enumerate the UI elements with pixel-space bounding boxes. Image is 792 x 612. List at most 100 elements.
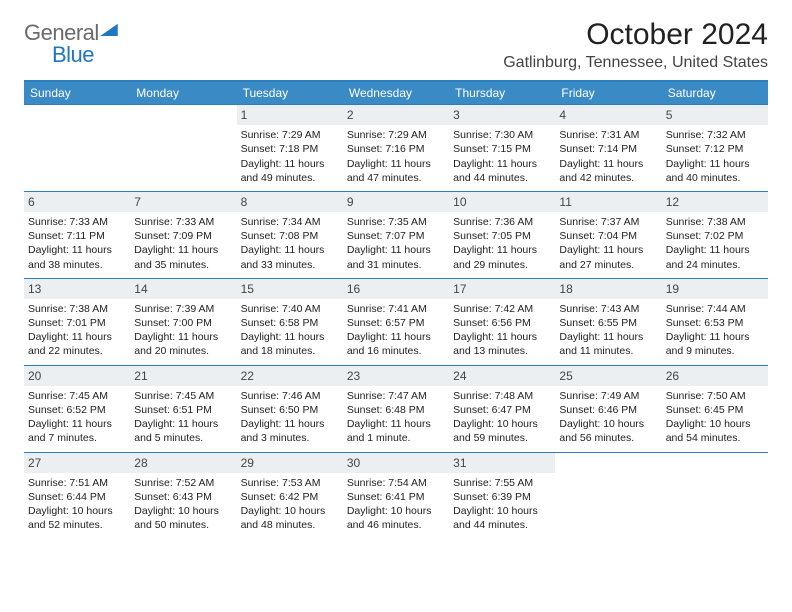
sunrise-text: Sunrise: 7:34 AM	[241, 215, 339, 229]
day-number: 6	[24, 192, 130, 212]
daylight-text: Daylight: 11 hours and 40 minutes.	[666, 157, 764, 185]
daylight-text: Daylight: 11 hours and 35 minutes.	[134, 243, 232, 271]
daylight-text: Daylight: 10 hours and 56 minutes.	[559, 417, 657, 445]
sunrise-text: Sunrise: 7:40 AM	[241, 302, 339, 316]
sunrise-text: Sunrise: 7:39 AM	[134, 302, 232, 316]
sunrise-text: Sunrise: 7:35 AM	[347, 215, 445, 229]
daylight-text: Daylight: 11 hours and 38 minutes.	[28, 243, 126, 271]
sunrise-text: Sunrise: 7:38 AM	[28, 302, 126, 316]
sunset-text: Sunset: 6:48 PM	[347, 403, 445, 417]
day-number: 17	[449, 279, 555, 299]
sunset-text: Sunset: 6:43 PM	[134, 490, 232, 504]
sunset-text: Sunset: 6:51 PM	[134, 403, 232, 417]
sunset-text: Sunset: 6:57 PM	[347, 316, 445, 330]
sunset-text: Sunset: 6:55 PM	[559, 316, 657, 330]
daylight-text: Daylight: 11 hours and 5 minutes.	[134, 417, 232, 445]
sunrise-text: Sunrise: 7:45 AM	[28, 389, 126, 403]
day-number: 11	[555, 192, 661, 212]
day-number: 8	[237, 192, 343, 212]
day-cell: 19Sunrise: 7:44 AMSunset: 6:53 PMDayligh…	[662, 278, 768, 365]
sunset-text: Sunset: 6:41 PM	[347, 490, 445, 504]
sunrise-text: Sunrise: 7:44 AM	[666, 302, 764, 316]
empty-cell	[662, 452, 768, 539]
day-cell: 18Sunrise: 7:43 AMSunset: 6:55 PMDayligh…	[555, 278, 661, 365]
day-number: 24	[449, 366, 555, 386]
day-cell: 26Sunrise: 7:50 AMSunset: 6:45 PMDayligh…	[662, 365, 768, 452]
day-cell: 20Sunrise: 7:45 AMSunset: 6:52 PMDayligh…	[24, 365, 130, 452]
day-number: 18	[555, 279, 661, 299]
day-cell: 11 Sunrise: 7:37 AMSunset: 7:04 PMDayligh…	[555, 191, 661, 278]
day-number: 22	[237, 366, 343, 386]
daylight-text: Daylight: 11 hours and 3 minutes.	[241, 417, 339, 445]
sunset-text: Sunset: 7:02 PM	[666, 229, 764, 243]
sunrise-text: Sunrise: 7:37 AM	[559, 215, 657, 229]
daylight-text: Daylight: 10 hours and 50 minutes.	[134, 504, 232, 532]
day-cell: 24Sunrise: 7:48 AMSunset: 6:47 PMDayligh…	[449, 365, 555, 452]
sunset-text: Sunset: 6:52 PM	[28, 403, 126, 417]
day-number: 5	[662, 105, 768, 125]
sunset-text: Sunset: 7:12 PM	[666, 142, 764, 156]
sunrise-text: Sunrise: 7:45 AM	[134, 389, 232, 403]
day-cell: 22 Sunrise: 7:46 AMSunset: 6:50 PMDayligh…	[237, 365, 343, 452]
day-number: 31	[449, 453, 555, 473]
day-header: Monday	[130, 82, 236, 104]
sunrise-text: Sunrise: 7:42 AM	[453, 302, 551, 316]
empty-cell	[555, 452, 661, 539]
day-cell: 6Sunrise: 7:33 AMSunset: 7:11 PMDaylight…	[24, 191, 130, 278]
empty-cell	[130, 104, 236, 191]
daylight-text: Daylight: 11 hours and 47 minutes.	[347, 157, 445, 185]
daylight-text: Daylight: 11 hours and 44 minutes.	[453, 157, 551, 185]
day-number: 21	[130, 366, 236, 386]
sunset-text: Sunset: 7:04 PM	[559, 229, 657, 243]
sunset-text: Sunset: 7:09 PM	[134, 229, 232, 243]
day-cell: 1Sunrise: 7:29 AMSunset: 7:18 PMDaylight…	[237, 104, 343, 191]
day-cell: 27Sunrise: 7:51 AMSunset: 6:44 PMDayligh…	[24, 452, 130, 539]
location: Gatlinburg, Tennessee, United States	[503, 54, 768, 72]
day-cell: 29Sunrise: 7:53 AMSunset: 6:42 PMDayligh…	[237, 452, 343, 539]
day-header: Saturday	[662, 82, 768, 104]
day-cell: 5Sunrise: 7:32 AMSunset: 7:12 PMDaylight…	[662, 104, 768, 191]
day-cell: 14Sunrise: 7:39 AMSunset: 7:00 PMDayligh…	[130, 278, 236, 365]
daylight-text: Daylight: 10 hours and 46 minutes.	[347, 504, 445, 532]
day-header: Thursday	[449, 82, 555, 104]
day-number: 16	[343, 279, 449, 299]
sunrise-text: Sunrise: 7:51 AM	[28, 476, 126, 490]
day-cell: 15Sunrise: 7:40 AMSunset: 6:58 PMDayligh…	[237, 278, 343, 365]
daylight-text: Daylight: 11 hours and 49 minutes.	[241, 157, 339, 185]
day-cell: 8Sunrise: 7:34 AMSunset: 7:08 PMDaylight…	[237, 191, 343, 278]
daylight-text: Daylight: 11 hours and 20 minutes.	[134, 330, 232, 358]
day-number: 23	[343, 366, 449, 386]
daylight-text: Daylight: 11 hours and 29 minutes.	[453, 243, 551, 271]
day-header: Friday	[555, 82, 661, 104]
sunrise-text: Sunrise: 7:52 AM	[134, 476, 232, 490]
sunset-text: Sunset: 6:50 PM	[241, 403, 339, 417]
day-number: 7	[130, 192, 236, 212]
day-cell: 16Sunrise: 7:41 AMSunset: 6:57 PMDayligh…	[343, 278, 449, 365]
day-number: 9	[343, 192, 449, 212]
day-cell: 12Sunrise: 7:38 AMSunset: 7:02 PMDayligh…	[662, 191, 768, 278]
sunrise-text: Sunrise: 7:30 AM	[453, 128, 551, 142]
sunrise-text: Sunrise: 7:47 AM	[347, 389, 445, 403]
sunrise-text: Sunrise: 7:29 AM	[241, 128, 339, 142]
day-cell: 28Sunrise: 7:52 AMSunset: 6:43 PMDayligh…	[130, 452, 236, 539]
sunset-text: Sunset: 6:44 PM	[28, 490, 126, 504]
daylight-text: Daylight: 11 hours and 42 minutes.	[559, 157, 657, 185]
day-number: 27	[24, 453, 130, 473]
page-title: October 2024	[503, 18, 768, 52]
logo: GeneralBlue	[24, 22, 118, 66]
day-number: 25	[555, 366, 661, 386]
day-cell: 13Sunrise: 7:38 AMSunset: 7:01 PMDayligh…	[24, 278, 130, 365]
sunset-text: Sunset: 6:45 PM	[666, 403, 764, 417]
logo-triangle-icon	[100, 22, 118, 36]
day-cell: 17Sunrise: 7:42 AMSunset: 6:56 PMDayligh…	[449, 278, 555, 365]
day-cell: 30Sunrise: 7:54 AMSunset: 6:41 PMDayligh…	[343, 452, 449, 539]
day-header: Sunday	[24, 82, 130, 104]
day-cell: 9Sunrise: 7:35 AMSunset: 7:07 PMDaylight…	[343, 191, 449, 278]
daylight-text: Daylight: 11 hours and 27 minutes.	[559, 243, 657, 271]
day-number: 12	[662, 192, 768, 212]
sunset-text: Sunset: 7:11 PM	[28, 229, 126, 243]
day-number: 2	[343, 105, 449, 125]
sunrise-text: Sunrise: 7:46 AM	[241, 389, 339, 403]
sunrise-text: Sunrise: 7:43 AM	[559, 302, 657, 316]
day-number: 1	[237, 105, 343, 125]
